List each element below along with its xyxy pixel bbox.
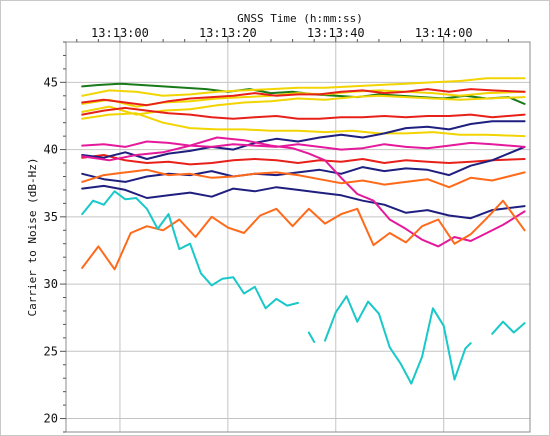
series-line-5 <box>81 112 526 138</box>
x-tick-label: 13:14:00 <box>415 26 473 40</box>
y-tick-label: 20 <box>44 412 58 426</box>
series-line-14 <box>81 168 526 189</box>
plot-area-border <box>65 41 531 433</box>
y-tick-label: 30 <box>44 277 58 291</box>
y-tick-label: 25 <box>44 344 58 358</box>
series-line-15 <box>81 199 526 271</box>
x-axis-ticks: 13:13:00 13:13:20 13:13:40 13:14:00 <box>76 26 509 42</box>
y-tick-label: 35 <box>44 210 58 224</box>
series-group <box>81 77 526 385</box>
series-line-19 <box>491 320 526 335</box>
series-line-11 <box>81 184 526 220</box>
y-axis-ticks: 20 25 30 35 40 45 <box>44 41 66 433</box>
series-line-10 <box>81 145 526 183</box>
series-line-8 <box>81 154 526 166</box>
series-line-9 <box>81 120 526 160</box>
y-tick-label: 45 <box>44 75 58 89</box>
series-line-2 <box>81 77 526 97</box>
series-line-7 <box>81 106 526 120</box>
x-tick-label: 13:13:00 <box>91 26 149 40</box>
series-line-12 <box>81 140 526 151</box>
y-axis-label: Carrier to Noise (dB-Hz) <box>26 158 39 317</box>
chart-title: GNSS Time (h:mm:ss) <box>237 12 363 25</box>
x-tick-label: 13:13:20 <box>199 26 257 40</box>
x-tick-label: 13:13:40 <box>307 26 365 40</box>
series-line-17 <box>307 331 316 343</box>
series-line-13 <box>81 136 526 248</box>
series-line-18 <box>324 295 472 385</box>
series-line-16 <box>81 190 299 310</box>
series-line-6 <box>81 88 526 107</box>
y-tick-label: 40 <box>44 143 58 157</box>
